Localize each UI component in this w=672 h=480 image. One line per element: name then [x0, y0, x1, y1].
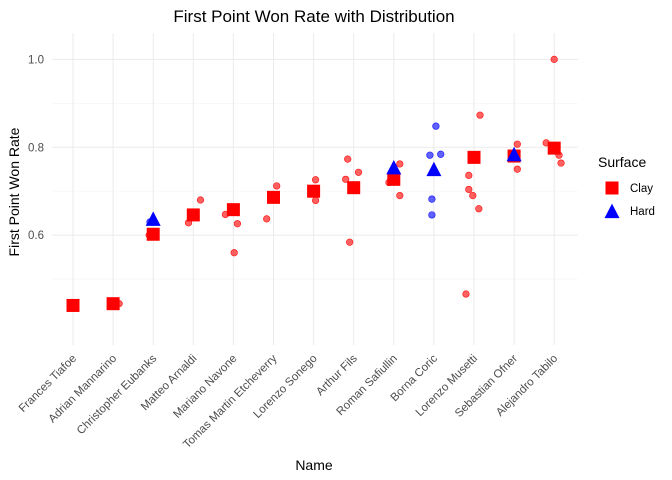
- mean-marker-hard: [145, 211, 161, 226]
- x-axis-title: Name: [295, 457, 333, 473]
- x-tick-label: Adrian Mannarino: [47, 353, 120, 426]
- point-clay-individual: [346, 238, 354, 246]
- legend-label-clay: Clay: [630, 183, 653, 195]
- mean-marker-hard: [426, 161, 442, 177]
- mean-marker-clay: [307, 184, 321, 198]
- x-tick-label: Christopher Eubanks: [75, 352, 160, 437]
- point-clay-individual: [396, 160, 404, 168]
- point-clay-individual: [396, 191, 404, 200]
- point-hard-individual: [432, 122, 440, 130]
- point-clay-individual: [273, 182, 281, 190]
- point-clay-individual: [196, 196, 205, 204]
- legend-key-hard: [604, 203, 620, 219]
- point-hard-individual: [437, 150, 445, 158]
- mean-marker-clay: [387, 172, 401, 186]
- point-clay-individual: [233, 220, 242, 228]
- plot-marks: [66, 55, 565, 312]
- mean-marker-hard: [386, 159, 402, 175]
- point-hard-individual: [428, 195, 436, 203]
- point-clay-individual: [312, 176, 320, 184]
- mean-marker-clay: [226, 203, 240, 217]
- point-clay-individual: [476, 111, 484, 119]
- mean-marker-clay: [347, 181, 361, 195]
- point-clay-individual: [469, 191, 477, 200]
- point-clay-individual: [354, 168, 363, 176]
- point-clay-individual: [465, 171, 473, 179]
- y-tick-label: 1.0: [28, 54, 44, 66]
- mean-marker-clay: [467, 150, 481, 164]
- mean-marker-clay: [146, 227, 160, 241]
- point-clay-individual: [230, 249, 238, 257]
- mean-marker-clay: [66, 298, 80, 312]
- point-clay-individual: [465, 185, 473, 194]
- mean-marker-clay: [547, 141, 561, 155]
- y-tick-label: 0.8: [28, 142, 44, 154]
- point-hard-individual: [428, 211, 436, 219]
- point-clay-individual: [513, 165, 521, 173]
- chart-title: First Point Won Rate with Distribution: [173, 7, 454, 26]
- legend-entries: Clay Hard: [604, 181, 655, 219]
- legend: Surface Clay Hard: [598, 154, 655, 219]
- mean-marker-hard: [506, 146, 522, 162]
- y-axis-ticks: 0.6 0.8 1.0: [28, 54, 44, 242]
- point-clay-individual: [550, 55, 558, 63]
- mean-marker-clay: [106, 297, 120, 311]
- mean-marker-clay: [186, 208, 200, 222]
- legend-label-hard: Hard: [630, 206, 655, 218]
- mean-marker-clay: [267, 190, 280, 204]
- legend-title: Surface: [598, 154, 646, 170]
- point-clay-individual: [557, 159, 565, 167]
- y-tick-label: 0.6: [28, 230, 44, 242]
- point-clay-individual: [513, 140, 521, 148]
- point-clay-individual: [344, 155, 352, 163]
- legend-key-clay: [605, 181, 619, 195]
- point-clay-individual: [312, 196, 320, 205]
- point-clay-individual: [462, 290, 470, 298]
- point-hard-individual: [426, 151, 434, 159]
- point-clay-individual: [475, 205, 483, 213]
- point-clay-individual: [263, 215, 271, 223]
- point-clay-individual: [342, 175, 350, 183]
- y-axis-title: First Point Won Rate: [6, 127, 22, 256]
